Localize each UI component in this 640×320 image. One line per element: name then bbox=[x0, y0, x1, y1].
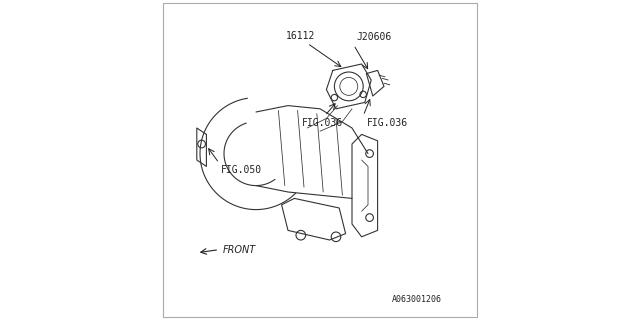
Text: FIG.050: FIG.050 bbox=[221, 165, 262, 175]
Text: A063001206: A063001206 bbox=[392, 295, 442, 304]
Text: FIG.036: FIG.036 bbox=[366, 118, 408, 128]
Text: FIG.036: FIG.036 bbox=[302, 118, 343, 128]
Text: FRONT: FRONT bbox=[223, 245, 255, 255]
Text: 16112: 16112 bbox=[286, 31, 316, 41]
Text: J20606: J20606 bbox=[357, 32, 392, 42]
